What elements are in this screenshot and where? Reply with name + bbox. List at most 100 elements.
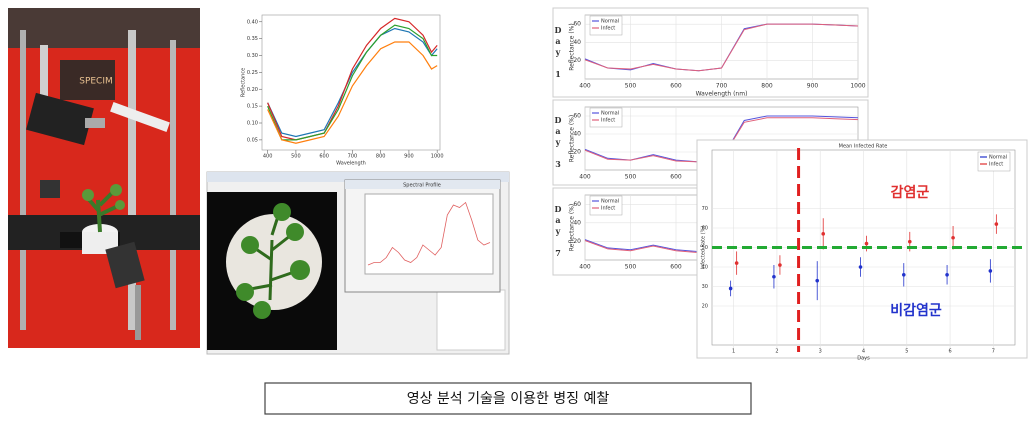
data-point	[945, 273, 949, 277]
chart-title: Mean Infected Rate	[839, 144, 888, 150]
day-label-wrap: Day 7	[553, 204, 563, 259]
legend-label: Infect	[601, 118, 615, 124]
x-tick-label: 7	[992, 349, 995, 355]
x-tick-label: 400	[579, 264, 591, 271]
legend-label: Normal	[989, 155, 1007, 161]
data-point	[907, 239, 912, 244]
y-tick-label: 50	[702, 245, 708, 251]
data-point	[864, 241, 869, 246]
x-tick-label: 400	[263, 154, 273, 160]
x-tick-label: 400	[579, 174, 591, 181]
caption: 영상 분석 기술을 이용한 병징 예찰	[407, 391, 610, 407]
data-point	[734, 261, 739, 265]
x-tick-label: 500	[625, 83, 637, 90]
x-tick-label: 1000	[850, 83, 865, 90]
y-tick-label: 20	[573, 149, 581, 156]
x-tick-label: 800	[376, 154, 386, 160]
y-tick-label: 40	[573, 131, 581, 138]
x-tick-label: 700	[716, 83, 728, 90]
y-tick-label: 0.35	[247, 36, 258, 42]
x-tick-label: 500	[291, 154, 301, 160]
x-tick-label: 4	[862, 349, 865, 355]
x-tick-label: 500	[625, 174, 637, 181]
profile-line	[367, 201, 491, 266]
x-tick-label: 5	[905, 349, 908, 355]
data-point	[988, 269, 993, 273]
data-point	[901, 273, 906, 277]
x-tick-label: 600	[670, 83, 682, 90]
series-line	[267, 27, 438, 138]
data-point	[821, 232, 826, 236]
x-tick-label: 600	[319, 154, 329, 160]
y-tick-label: 0.30	[247, 53, 258, 59]
legend-label: Normal	[601, 111, 619, 117]
series-line	[267, 24, 438, 141]
y-tick-label: 60	[573, 113, 581, 120]
y-tick-label: 0.10	[247, 121, 258, 127]
x-tick-label: 900	[807, 83, 819, 90]
y-tick-label: 0.05	[247, 137, 258, 143]
y-tick-label: 0.20	[247, 87, 258, 93]
y-tick-label: 60	[702, 226, 708, 232]
y-tick-label: 0.15	[247, 104, 258, 110]
x-tick-label: 600	[670, 174, 682, 181]
day-label: Day 7	[553, 204, 563, 259]
legend-label: Normal	[601, 199, 619, 205]
x-axis-label: Wavelength	[336, 161, 366, 167]
y-tick-label: 0.40	[247, 19, 258, 25]
x-tick-label: 500	[625, 264, 637, 271]
legend-label: Normal	[601, 19, 619, 25]
caption-box	[264, 382, 752, 415]
rig-photo: SPECIM	[8, 8, 200, 348]
x-axis-label: Wavelength (nm)	[696, 91, 748, 98]
software-screenshot: Spectral Profile	[206, 171, 510, 355]
data-point	[772, 274, 776, 279]
legend-label: Infect	[601, 26, 615, 32]
window-title: Spectral Profile	[403, 183, 441, 189]
y-tick-label: 40	[573, 219, 581, 226]
data-point	[778, 263, 782, 267]
x-tick-label: 400	[579, 83, 591, 90]
y-tick-label: 20	[573, 238, 581, 245]
y-axis-label: Reflectance (%)	[569, 204, 576, 251]
y-tick-label: 0.25	[247, 70, 258, 76]
data-point	[951, 235, 955, 240]
data-point	[858, 265, 863, 269]
x-tick-label: 2	[775, 349, 778, 355]
data-point	[815, 278, 820, 283]
plot-area	[261, 14, 441, 151]
day-label: Day 1	[553, 25, 563, 80]
y-tick-label: 70	[702, 206, 708, 212]
y-tick-label: 60	[573, 201, 581, 208]
y-tick-label: 60	[573, 21, 581, 28]
x-tick-label: 700	[348, 154, 358, 160]
day-label-wrap: Day 1	[553, 25, 563, 80]
day-label: Day 3	[553, 115, 563, 170]
x-tick-label: 1	[732, 349, 735, 355]
series-line	[584, 23, 859, 72]
y-axis-label: Infected Rate (%)	[701, 226, 707, 270]
legend-label: Infect	[601, 206, 615, 212]
x-tick-label: 900	[404, 154, 414, 160]
x-tick-label: 3	[819, 349, 822, 355]
y-tick-label: 40	[702, 265, 708, 271]
camera-label: SPECIM	[79, 77, 113, 87]
data-point	[994, 222, 999, 226]
x-tick-label: 6	[948, 349, 951, 355]
x-tick-label: 1000	[431, 154, 444, 160]
series-line	[267, 41, 438, 144]
y-axis-label: Reflectance (%)	[569, 115, 576, 162]
x-axis-label: Days	[857, 356, 870, 362]
x-tick-label: 800	[761, 83, 773, 90]
y-axis-label: Reflectance (%)	[569, 23, 576, 70]
infected-label: 감염군	[891, 184, 930, 201]
y-tick-label: 30	[702, 284, 708, 290]
normal-label: 비감염군	[890, 302, 942, 319]
y-tick-label: 20	[702, 304, 708, 310]
x-tick-label: 600	[670, 264, 682, 271]
day-label-wrap: Day 3	[553, 115, 563, 170]
legend-label: Infect	[989, 162, 1003, 168]
y-tick-label: 40	[573, 39, 581, 46]
y-axis-label: Reflectance	[241, 68, 247, 97]
